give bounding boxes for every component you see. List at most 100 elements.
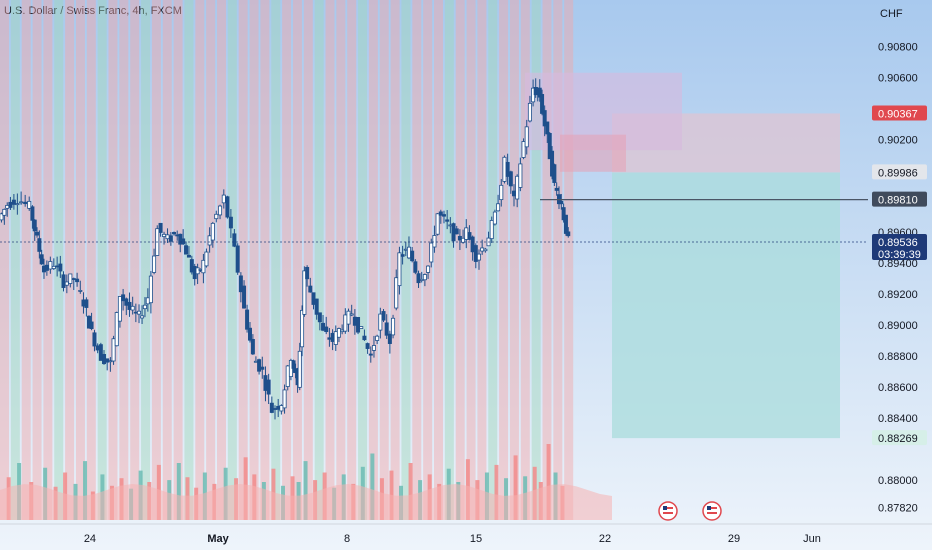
event-stripe: [0, 0, 9, 520]
candle-body: [435, 213, 440, 235]
candle-body: [550, 150, 555, 177]
volume-bar: [546, 444, 551, 520]
event-stripe: [412, 0, 422, 520]
candle-body: [403, 248, 408, 251]
candle-body: [15, 203, 20, 206]
candle-body: [189, 259, 194, 273]
candle-body: [98, 344, 103, 361]
event-stripe: [21, 0, 31, 520]
flag-stripe: [707, 507, 717, 509]
price-badge-label: 0.88269: [878, 433, 918, 445]
event-stripe: [488, 0, 498, 520]
candle-body: [457, 235, 462, 241]
flag-canton: [707, 506, 711, 510]
volume-bar: [513, 455, 518, 520]
volume-bar: [494, 464, 499, 520]
candle-body: [285, 365, 290, 387]
candle-body: [566, 231, 571, 237]
candle-body: [214, 213, 219, 220]
candle-body: [422, 274, 427, 281]
candle-body: [44, 264, 49, 271]
candle-body: [35, 231, 40, 236]
candle-body: [308, 285, 313, 293]
candle-body: [172, 232, 177, 235]
event-stripe: [358, 0, 368, 520]
candle-body: [108, 360, 113, 363]
candle-body: [282, 389, 287, 409]
price-axis[interactable]: CHF 0.90800 0.90600 0.90367 0.90200 0.89986 0.…: [872, 8, 927, 515]
candle-body: [58, 263, 63, 272]
candle-body: [250, 339, 255, 355]
candle-body: [470, 236, 475, 253]
candle-body: [8, 201, 13, 208]
candle-body: [336, 328, 341, 338]
event-stripe: [542, 0, 552, 520]
candle-body: [92, 332, 97, 347]
candle-body: [195, 267, 200, 275]
candle-body: [451, 223, 456, 242]
candle-body: [410, 250, 415, 262]
candle-body: [121, 294, 126, 302]
candle-body: [483, 248, 488, 252]
candle-body: [253, 360, 258, 363]
event-icons: [658, 501, 722, 521]
candle-body: [521, 141, 526, 158]
candle-body: [432, 235, 437, 248]
candle-body: [232, 233, 237, 247]
candle-body: [413, 261, 418, 273]
event-stripe: [520, 0, 530, 520]
candle-body: [137, 310, 142, 315]
candle-body: [381, 311, 386, 321]
candle-body: [300, 309, 305, 348]
event-stripe: [282, 0, 292, 520]
candle-body: [297, 350, 302, 388]
candle-body: [561, 207, 566, 221]
event-stripe: [108, 0, 118, 520]
candle-body: [333, 331, 338, 345]
candle-body: [461, 237, 466, 243]
price-candles: [0, 78, 571, 420]
candle-body: [32, 219, 37, 232]
candle-body: [11, 199, 16, 205]
candle-body: [327, 337, 332, 340]
candle-body: [142, 304, 147, 310]
event-stripe: [292, 0, 302, 520]
time-axis[interactable]: 24 May 8 15 22 29 Jun: [0, 523, 932, 545]
countdown-label: 03:39:39: [878, 249, 921, 261]
event-stripe: [455, 0, 465, 520]
price-tick: 0.90200: [878, 134, 918, 146]
candle-body: [291, 360, 296, 369]
candle-body: [356, 317, 361, 333]
candle-body: [263, 375, 268, 391]
volume-bar: [408, 463, 413, 520]
candle-body: [158, 222, 163, 233]
candle-body: [257, 359, 262, 372]
candle-body: [343, 314, 348, 332]
candle-body: [117, 296, 122, 322]
candle-body: [359, 326, 364, 329]
price-badge: [872, 191, 927, 207]
candle-body: [124, 298, 129, 306]
candle-body: [492, 211, 497, 225]
candle-body: [496, 203, 501, 212]
candle-body: [330, 332, 335, 342]
price-tick: 0.90600: [878, 72, 918, 84]
time-tick: May: [207, 533, 229, 545]
price-badge: [872, 430, 927, 446]
candle-body: [71, 278, 76, 280]
event-stripe: [509, 0, 519, 520]
candle-body: [218, 205, 223, 216]
event-stripe: [151, 0, 161, 520]
candle-body: [210, 222, 215, 241]
candle-body: [397, 252, 402, 287]
price-badge: [872, 164, 927, 180]
candle-body: [540, 94, 545, 114]
candle-body: [27, 200, 32, 209]
chart-title: U.S. Dollar / Swiss Franc, 4h, FXCM: [4, 5, 182, 17]
candle-body: [445, 219, 450, 222]
candle-body: [527, 102, 532, 122]
candle-body: [247, 327, 252, 341]
candle-body: [133, 311, 138, 314]
event-stripe: [434, 0, 443, 520]
